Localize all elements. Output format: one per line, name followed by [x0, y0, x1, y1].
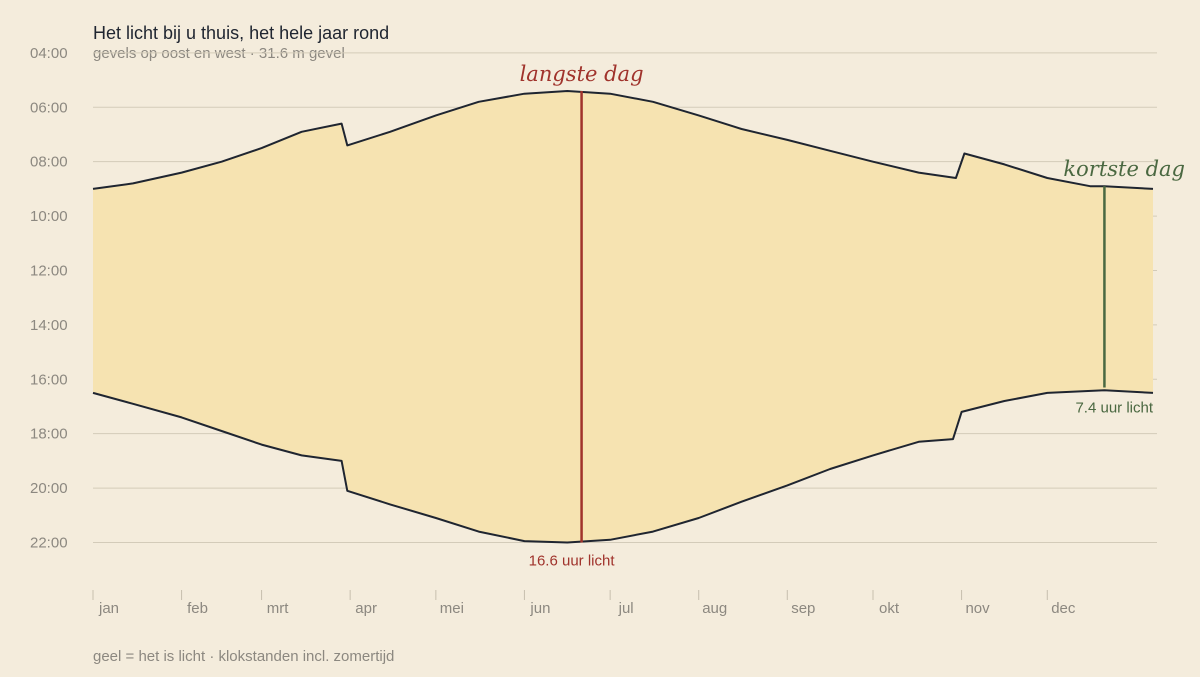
daylight-area	[92, 90, 1154, 544]
chart-footer: geel = het is licht · klokstanden incl. …	[93, 648, 394, 665]
daylight-fill	[93, 91, 1153, 543]
y-tick-label: 16:00	[30, 371, 68, 388]
x-tick-label: jun	[529, 600, 550, 617]
x-tick-label: mrt	[267, 600, 289, 617]
y-tick-label: 20:00	[30, 480, 68, 497]
x-tick-label: nov	[965, 600, 990, 617]
shortest-day-value: 7.4 uur licht	[1075, 399, 1153, 416]
y-tick-label: 22:00	[30, 534, 68, 551]
x-axis: jan feb mrt apr mei jun jul aug sep okt nov dec	[92, 590, 1076, 617]
y-tick-label: 18:00	[30, 426, 68, 443]
chart-title: Het licht bij u thuis, het hele jaar ron…	[93, 23, 389, 43]
y-tick-label: 08:00	[30, 154, 68, 171]
y-tick-label: 14:00	[30, 317, 68, 334]
chart-subtitle: gevels op oost en west · 31.6 m gevel	[93, 45, 345, 62]
sunrise-line	[92, 90, 1154, 190]
x-tick-label: sep	[791, 600, 815, 617]
shortest-day-label: kortste dag	[1063, 157, 1185, 181]
x-tick-label: aug	[702, 600, 727, 617]
y-tick-label: 12:00	[30, 262, 68, 279]
y-tick-label: 06:00	[30, 99, 68, 116]
y-tick-label: 10:00	[30, 208, 68, 225]
x-tick-label: apr	[355, 600, 377, 617]
x-tick-label: mei	[440, 600, 464, 617]
longest-day-label: langste dag	[520, 62, 644, 86]
x-tick-label: jan	[98, 600, 119, 617]
longest-day-value: 16.6 uur licht	[529, 552, 616, 569]
sunset-line	[92, 389, 1154, 544]
x-tick-label: feb	[187, 600, 208, 617]
x-tick-label: okt	[879, 600, 900, 617]
x-tick-label: jul	[618, 600, 634, 617]
x-tick-label: dec	[1051, 600, 1076, 617]
annotations: langste dag 16.6 uur licht kortste dag 7.4 …	[520, 62, 1185, 570]
y-tick-label: 04:00	[30, 45, 68, 62]
